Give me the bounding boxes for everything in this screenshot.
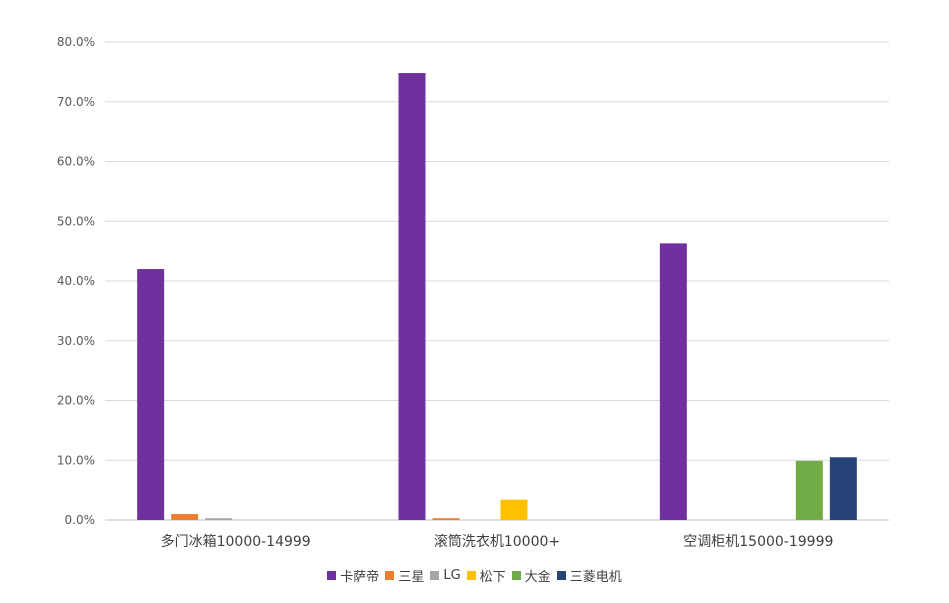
legend-item: 大金 xyxy=(511,566,551,585)
legend-swatch xyxy=(430,571,440,580)
y-axis-ticks: 0.0% 10.0% 20.0% 30.0% 40.0% 50.0% 60.0% 70.0% 8… xyxy=(57,35,95,527)
x-category-label: 多门冰箱10000-14999 xyxy=(161,533,311,550)
legend-item: 三星 xyxy=(385,566,424,585)
y-tick-label: 50.0% xyxy=(57,214,95,228)
x-axis-categories: 多门冰箱10000-14999 滚筒洗衣机10000+ 空调柜机15000-1999… xyxy=(161,533,834,550)
legend-swatch xyxy=(511,571,521,580)
legend-label: 三星 xyxy=(398,570,425,585)
y-tick-label: 60.0% xyxy=(57,155,95,169)
y-tick-label: 0.0% xyxy=(65,513,96,527)
bar xyxy=(659,243,687,521)
legend-item: 三菱电机 xyxy=(556,566,622,585)
gridlines xyxy=(105,41,889,521)
bar xyxy=(500,499,528,520)
x-category-label: 滚筒洗衣机10000+ xyxy=(434,533,560,550)
y-tick-label: 30.0% xyxy=(57,334,95,348)
legend-label: 三菱电机 xyxy=(569,570,622,585)
y-tick-label: 70.0% xyxy=(57,95,95,109)
x-category-label: 空调柜机15000-19999 xyxy=(683,534,833,550)
legend-label: 大金 xyxy=(524,570,551,585)
legend-label: LG xyxy=(443,568,461,583)
legend-item: 卡萨帝 xyxy=(327,566,379,585)
legend-swatch xyxy=(327,571,337,580)
y-tick-label: 10.0% xyxy=(57,453,95,467)
legend-swatch xyxy=(556,571,566,580)
legend-item: 松下 xyxy=(466,566,506,585)
legend-swatch xyxy=(466,571,476,580)
bar xyxy=(795,460,823,520)
bar xyxy=(137,269,165,520)
legend-item: LG xyxy=(430,568,461,583)
y-tick-label: 80.0% xyxy=(57,35,95,49)
bar xyxy=(398,73,426,520)
legend-label: 松下 xyxy=(479,570,506,585)
bar xyxy=(829,457,857,520)
bar xyxy=(205,518,233,520)
legend-label: 卡萨帝 xyxy=(340,570,380,585)
y-tick-label: 20.0% xyxy=(57,394,95,408)
legend: 卡萨帝 三星 LG 松下 大金 三菱电机 xyxy=(0,566,949,585)
legend-swatch xyxy=(385,571,395,580)
bar xyxy=(432,518,460,520)
bar xyxy=(171,514,199,520)
y-tick-label: 40.0% xyxy=(57,274,95,288)
bars xyxy=(137,73,857,521)
